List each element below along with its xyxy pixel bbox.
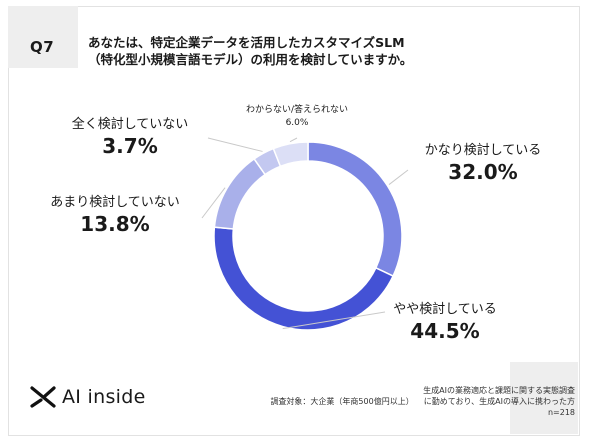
label-slice-2: あまり検討していない 13.8% — [30, 195, 200, 237]
survey-target-detail: に勤めており、生成AIの導入に携わった方 — [423, 397, 575, 406]
logo-text: AI inside — [62, 386, 146, 408]
donut-slice-0 — [307, 141, 403, 278]
question-number: Q7 — [30, 38, 55, 56]
corner-decoration-top-left — [8, 6, 78, 68]
label-slice-4: わからない/答えられない 6.0% — [222, 104, 372, 130]
leader-line-4 — [289, 137, 298, 143]
slice-value-4: 6.0% — [285, 118, 309, 128]
label-slice-1: やや検討している 44.5% — [375, 302, 515, 344]
question-line-2: （特化型小規模言語モデル）の利用を検討していますか。 — [88, 52, 413, 67]
label-slice-3: 全く検討していない 3.7% — [55, 117, 205, 159]
slice-name-1: やや検討している — [393, 302, 497, 317]
survey-footnote: 生成AIの業務適応と課題に関する実態調査 調査対象：大企業（年商500億円以上）… — [245, 385, 575, 418]
question-line-1: あなたは、特定企業データを活用したカスタマイズSLM — [88, 35, 405, 50]
slice-value-1: 44.5% — [410, 319, 480, 343]
slice-value-3: 3.7% — [102, 134, 158, 158]
slice-value-0: 32.0% — [448, 160, 518, 184]
slide-frame — [8, 6, 580, 436]
company-logo: AI inside — [30, 386, 146, 408]
slice-name-2: あまり検討していない — [50, 195, 180, 210]
leader-line-1 — [282, 311, 386, 330]
survey-title: 生成AIの業務適応と課題に関する実態調査 — [423, 386, 575, 395]
leader-line-0 — [388, 169, 409, 185]
slice-name-4: わからない/答えられない — [245, 105, 349, 115]
question-text: あなたは、特定企業データを活用したカスタマイズSLM （特化型小規模言語モデル）… — [88, 34, 558, 68]
donut-slice-4 — [272, 141, 309, 168]
slice-value-2: 13.8% — [80, 212, 150, 236]
slice-name-0: かなり検討している — [424, 143, 542, 158]
ai-inside-logo-icon — [30, 386, 56, 408]
leader-line-3 — [207, 137, 263, 152]
label-slice-0: かなり検討している 32.0% — [408, 143, 558, 185]
donut-slice-2 — [213, 157, 267, 230]
slice-name-3: 全く検討していない — [71, 117, 189, 132]
leader-line-2 — [201, 187, 226, 219]
corner-decoration-bottom-right — [510, 362, 578, 434]
survey-target: 調査対象：大企業（年商500億円以上） — [270, 397, 414, 406]
sample-size: n=218 — [547, 408, 575, 417]
